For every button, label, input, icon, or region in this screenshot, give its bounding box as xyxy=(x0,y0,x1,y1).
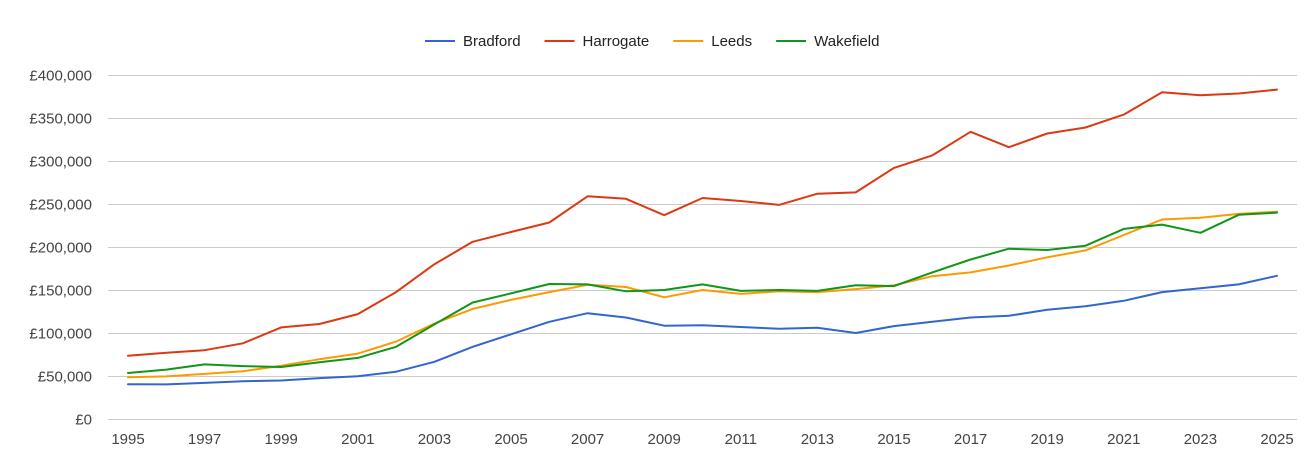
legend-label-leeds: Leeds xyxy=(711,33,752,50)
y-tick-label: £300,000 xyxy=(29,154,92,171)
series-line-leeds xyxy=(127,210,1278,379)
x-tick-label: 2023 xyxy=(1184,431,1217,448)
x-tick-label: 2007 xyxy=(571,431,604,448)
legend-label-wakefield: Wakefield xyxy=(814,33,879,50)
x-tick-label: 2015 xyxy=(877,431,910,448)
x-tick-label: 2005 xyxy=(494,431,527,448)
y-tick-label: £0 xyxy=(75,412,92,429)
axes: £0 £50,000 £100,000 £150,000 £200,000 £250,00… xyxy=(29,68,1293,449)
legend-label-bradford: Bradford xyxy=(463,33,521,50)
x-tick-label: 2025 xyxy=(1260,431,1293,448)
y-tick-label: £50,000 xyxy=(38,369,92,386)
gridlines xyxy=(108,75,1297,420)
series-line-wakefield xyxy=(127,211,1278,374)
x-tick-label: 2011 xyxy=(725,431,757,448)
x-tick-label: 1997 xyxy=(188,431,221,448)
x-tick-label: 2003 xyxy=(418,431,451,448)
x-tick-label: 2017 xyxy=(954,431,987,448)
y-tick-label: £350,000 xyxy=(29,111,92,128)
x-tick-label: 2019 xyxy=(1031,431,1064,448)
legend: Bradford Harrogate Leeds Wakefield xyxy=(425,33,879,50)
y-tick-label: £200,000 xyxy=(29,240,92,257)
x-tick-label: 2021 xyxy=(1107,431,1140,448)
legend-label-harrogate: Harrogate xyxy=(583,33,650,50)
series-lines xyxy=(127,88,1278,386)
x-tick-label: 2001 xyxy=(341,431,374,448)
x-tick-label: 2013 xyxy=(801,431,834,448)
series-line-bradford xyxy=(127,274,1278,386)
x-tick-label: 1995 xyxy=(111,431,144,448)
x-tick-label: 1999 xyxy=(265,431,298,448)
x-tick-label: 2009 xyxy=(648,431,681,448)
y-tick-label: £100,000 xyxy=(29,326,92,343)
series-line-harrogate xyxy=(127,88,1278,357)
y-tick-label: £250,000 xyxy=(29,197,92,214)
y-tick-label: £400,000 xyxy=(29,68,92,85)
y-tick-label: £150,000 xyxy=(29,283,92,300)
